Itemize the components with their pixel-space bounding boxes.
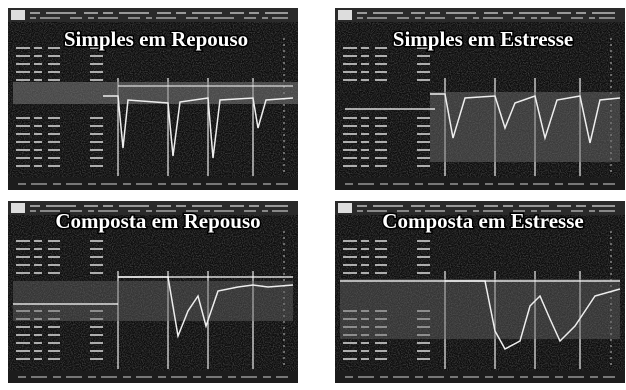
panel: Simples em Estresse: [335, 8, 625, 190]
figure: Simples em Repouso Simples em Estresse C…: [0, 0, 626, 390]
spectrum: [13, 82, 298, 104]
panel-title: Composta em Repouso: [55, 209, 260, 233]
spectrum: [430, 92, 620, 162]
panel-title: Simples em Repouso: [64, 27, 248, 51]
panel-title: Simples em Estresse: [393, 27, 573, 51]
spectrum: [13, 281, 293, 321]
panel-title: Composta em Estresse: [382, 209, 583, 233]
spectrum: [340, 279, 620, 339]
panel: Composta em Estresse: [335, 201, 625, 383]
panel: Simples em Repouso: [8, 8, 298, 190]
panel: Composta em Repouso: [8, 201, 298, 383]
